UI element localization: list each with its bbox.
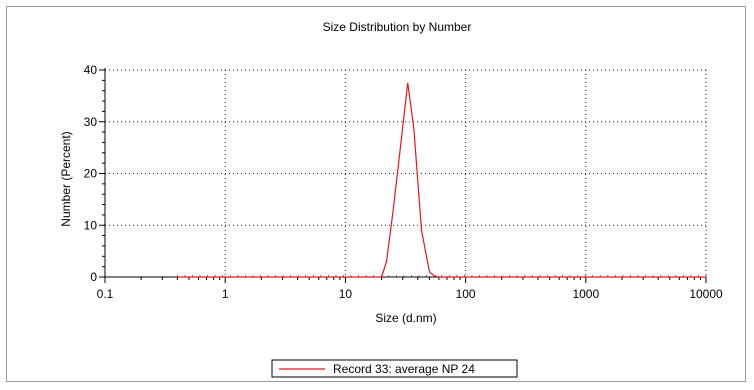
- series-line: [177, 82, 706, 278]
- y-tick-label: 20: [84, 167, 98, 181]
- legend: Record 33: average NP 24: [271, 359, 518, 378]
- y-tick-label: 40: [84, 63, 98, 77]
- x-axis-ticks: 0.1 1 10 100 1000 10000: [97, 277, 723, 301]
- x-tick-label: 10: [339, 287, 353, 301]
- y-tick-label: 0: [90, 270, 97, 284]
- x-tick-label: 1000: [572, 287, 599, 301]
- chart-title: Size Distribution by Number: [323, 20, 472, 34]
- y-tick-label: 10: [84, 218, 98, 232]
- grid: [105, 69, 707, 277]
- x-tick-label: 1: [222, 287, 229, 301]
- y-axis-label: Number (Percent): [59, 131, 73, 226]
- size-distribution-chart: Size Distribution by Number 0.1 1 10 100 100…: [59, 20, 723, 378]
- x-tick-label: 10000: [689, 287, 723, 301]
- chart-frame: Size Distribution by Number 0.1 1 10 100 100…: [6, 6, 746, 382]
- x-tick-label: 100: [456, 287, 476, 301]
- y-axis-ticks: 0 10 20 30 40: [84, 63, 105, 284]
- x-axis-label: Size (d.nm): [375, 311, 436, 325]
- x-tick-label: 0.1: [97, 287, 114, 301]
- y-tick-label: 30: [84, 115, 98, 129]
- legend-entry: Record 33: average NP 24: [333, 362, 475, 376]
- series-layer: [176, 82, 707, 278]
- legend-box: [271, 359, 518, 378]
